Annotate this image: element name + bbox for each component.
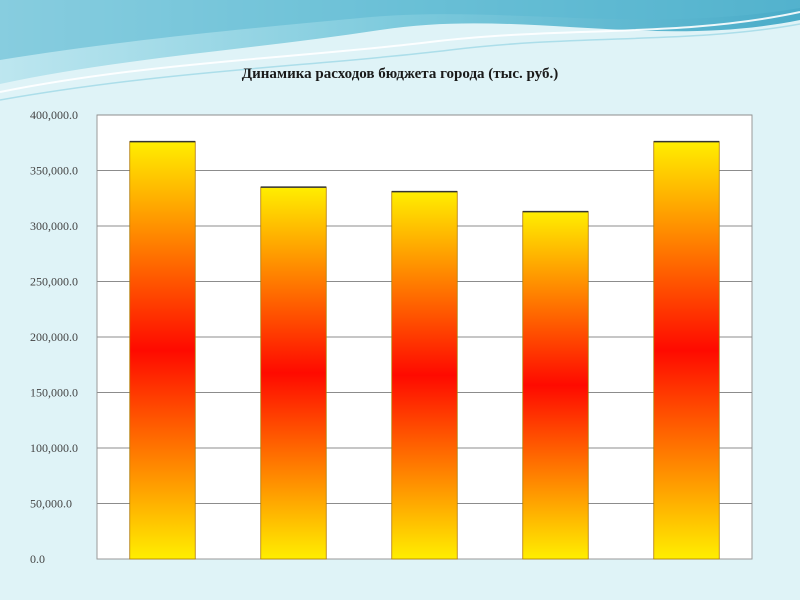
bar [260, 186, 327, 560]
bar [653, 141, 720, 560]
y-tick-label: 200,000.0 [30, 330, 78, 344]
y-tick-label: 150,000.0 [30, 386, 78, 400]
chart-title: Динамика расходов бюджета города (тыс. р… [241, 66, 559, 82]
y-axis-tick-labels: 0.0 50,000.0 100,000.0 150,000.0 200,000.0 25… [30, 108, 78, 566]
bars [129, 140, 720, 560]
y-tick-label: 250,000.0 [30, 275, 78, 289]
bar [129, 141, 196, 560]
bar [522, 211, 589, 560]
y-tick-label: 0.0 [30, 552, 45, 566]
y-tick-label: 50,000.0 [30, 497, 72, 511]
decorative-wave-header [0, 0, 800, 101]
y-tick-label: 350,000.0 [30, 164, 78, 178]
bar [391, 191, 458, 560]
y-tick-label: 300,000.0 [30, 219, 78, 233]
y-tick-label: 100,000.0 [30, 441, 78, 455]
y-tick-label: 400,000.0 [30, 108, 78, 122]
